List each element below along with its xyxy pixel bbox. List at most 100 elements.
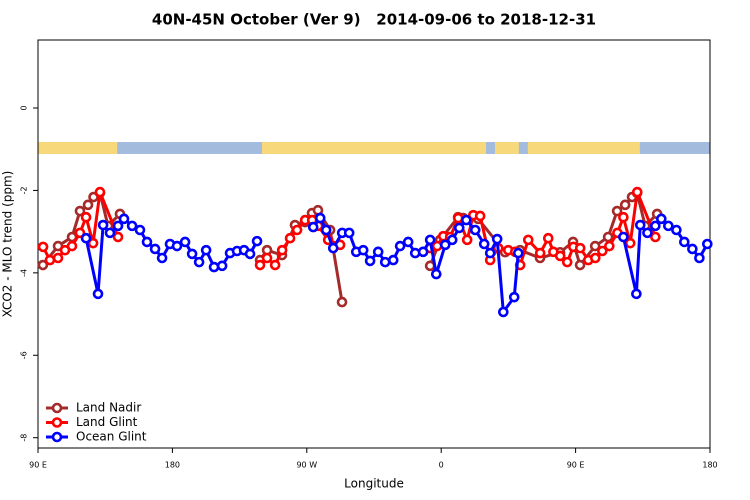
series-point: [590, 252, 601, 264]
series-point: [314, 212, 326, 224]
series-point: [431, 240, 443, 252]
legend-marker: [51, 431, 63, 443]
series-point: [179, 236, 191, 248]
series-point: [186, 248, 198, 260]
series-point: [484, 247, 496, 259]
series-point: [80, 211, 92, 223]
series-point: [244, 248, 256, 260]
x-tick-label: 180: [702, 461, 717, 470]
series-point: [650, 231, 661, 243]
series-point: [491, 233, 503, 245]
series-point: [618, 211, 629, 223]
series-point: [508, 291, 520, 303]
x-tick-label: 90 W: [296, 461, 317, 470]
series-point: [604, 240, 615, 252]
series-point: [141, 236, 153, 248]
series-point: [80, 232, 92, 244]
series-point: [97, 219, 109, 231]
series-point: [74, 205, 86, 217]
series-point: [372, 246, 384, 258]
series-point: [112, 231, 124, 243]
series-point: [679, 236, 690, 248]
series-point: [574, 259, 586, 271]
series-point: [452, 212, 464, 224]
series-point: [112, 220, 124, 232]
series-point: [327, 242, 339, 254]
chart-title: 40N-45N October (Ver 9) 2014-09-06 to 20…: [152, 11, 596, 29]
series-point: [364, 255, 376, 267]
series-point: [512, 247, 524, 259]
series-point: [424, 234, 436, 246]
series-point: [446, 234, 458, 246]
series-point: [291, 224, 303, 236]
series-point: [663, 220, 674, 232]
series-point: [542, 232, 554, 244]
series-point: [156, 252, 168, 264]
series-point: [343, 227, 355, 239]
land-segment: [38, 142, 118, 154]
series-point: [52, 252, 64, 264]
series-point: [589, 240, 601, 252]
series-point: [478, 238, 490, 250]
series-point: [336, 296, 348, 308]
series-point: [254, 259, 266, 271]
legend-label: Land Nadir: [76, 401, 141, 415]
x-tick-label: 90 E: [567, 461, 585, 470]
series-point: [439, 239, 451, 251]
x-tick-label: 0: [439, 461, 444, 470]
series-point: [320, 224, 332, 236]
series-point: [261, 252, 273, 264]
series-point: [474, 210, 486, 222]
series-point: [611, 205, 623, 217]
series-point: [171, 240, 183, 252]
series-point: [534, 247, 546, 259]
series-point: [200, 244, 212, 256]
x-tick-label: 90 E: [29, 461, 47, 470]
land-segment: [527, 142, 640, 154]
series-point: [216, 260, 228, 272]
series-point: [574, 242, 586, 254]
series-point: [251, 235, 263, 247]
series-point: [498, 306, 509, 318]
series-point: [631, 288, 642, 300]
y-tick-label: -2: [20, 186, 29, 194]
series-point: [694, 252, 705, 264]
legend-marker: [51, 402, 63, 414]
series-point: [208, 261, 220, 273]
legend-label: Ocean Glint: [76, 430, 147, 444]
series-point: [417, 246, 429, 258]
series-point: [74, 227, 86, 239]
series-point: [87, 237, 99, 249]
series-point: [430, 268, 442, 280]
series-point: [387, 254, 399, 266]
series-point: [687, 243, 698, 255]
x-axis-label: Longitude: [344, 477, 404, 491]
series-point: [92, 288, 104, 300]
series-point: [193, 256, 205, 268]
series-point: [276, 244, 288, 256]
series-point: [602, 231, 614, 243]
legend-label: Land Glint: [76, 415, 138, 429]
series-point: [597, 245, 608, 257]
y-tick-label: -6: [20, 351, 29, 359]
series-point: [44, 254, 56, 266]
series-point: [634, 219, 646, 231]
x-tick-label: 180: [165, 461, 180, 470]
series-point: [82, 199, 94, 211]
series-point: [522, 234, 534, 246]
series-point: [149, 243, 161, 255]
y-axis-label: XCO2 - MLO trend (ppm): [1, 171, 15, 318]
series-point: [126, 220, 138, 232]
series-point: [37, 259, 49, 271]
series-point: [37, 241, 49, 253]
land-segment: [262, 142, 486, 154]
series-point: [284, 232, 296, 244]
series-point: [394, 240, 406, 252]
y-tick-label: -4: [20, 269, 29, 277]
series-point: [94, 186, 106, 198]
series-point: [618, 231, 629, 243]
series-point: [671, 224, 682, 236]
series-point: [561, 256, 573, 268]
